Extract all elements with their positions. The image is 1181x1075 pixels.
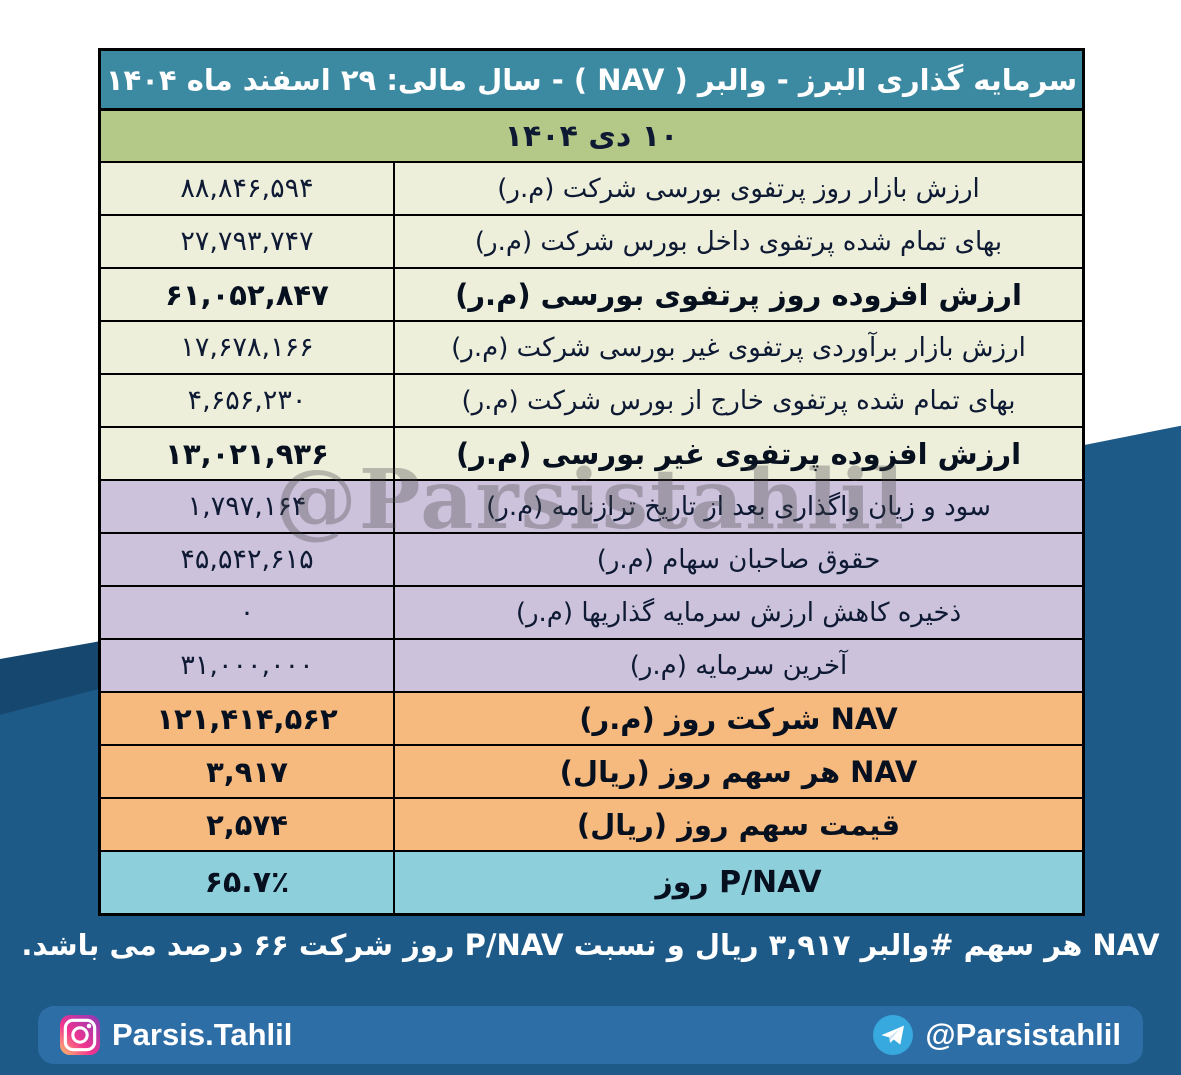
summary-note: NAV هر سهم #والبر ۳,۹۱۷ ریال و نسبت P/NA… [21, 928, 1160, 962]
table-row: ۱۳,۰۲۱,۹۳۶ ارزش افزوده پرتفوی غیر بورسی … [101, 426, 1082, 479]
table-row: ۴,۶۵۶,۲۳۰ بهای تمام شده پرتفوی خارج از ب… [101, 373, 1082, 426]
telegram-icon [873, 1015, 914, 1055]
row-label: ارزش افزوده پرتفوی غیر بورسی (م.ر) [393, 428, 1082, 479]
instagram-handle: Parsis.Tahlil [112, 1017, 293, 1052]
row-value: ۴۵,۵۴۲,۶۱۵ [180, 544, 314, 575]
table-row-share-price: ۲,۵۷۴ قیمت سهم روز (ریال) [101, 797, 1082, 850]
table-row: ۸۸,۸۴۶,۵۹۴ ارزش بازار روز پرتفوی بورسی ش… [101, 161, 1082, 214]
table-row: ۳۱,۰۰۰,۰۰۰ آخرین سرمایه (م.ر) [101, 638, 1082, 691]
row-value: ۶۱,۰۵۲,۸۴۷ [165, 277, 329, 312]
row-value: ۲,۵۷۴ [206, 807, 288, 842]
table-row: ۱,۷۹۷,۱۶۴ سود و زیان واگذاری بعد از تاری… [101, 479, 1082, 532]
row-label: P/NAV روز [393, 852, 1082, 913]
row-value: ۶۵.۷٪ [204, 865, 290, 900]
row-label: ارزش افزوده روز پرتفوی بورسی (م.ر) [393, 269, 1082, 320]
table-row-nav-per-share: ۳,۹۱۷ NAV هر سهم روز (ریال) [101, 744, 1082, 797]
row-value: ۳۱,۰۰۰,۰۰۰ [180, 650, 314, 681]
instagram-icon [60, 1015, 100, 1055]
row-label: آخرین سرمایه (م.ر) [393, 640, 1082, 691]
row-value: ۱۷,۶۷۸,۱۶۶ [180, 332, 314, 363]
row-value: ۱۳,۰۲۱,۹۳۶ [165, 436, 329, 471]
instagram-item: Parsis.Tahlil [60, 1015, 292, 1055]
row-label: ذخیره کاهش ارزش سرمایه گذاریها (م.ر) [393, 587, 1082, 638]
table-row: ۱۷,۶۷۸,۱۶۶ ارزش بازار برآوردی پرتفوی غیر… [101, 320, 1082, 373]
table-row: ۶۱,۰۵۲,۸۴۷ ارزش افزوده روز پرتفوی بورسی … [101, 267, 1082, 320]
report-date: ۱۰ دی ۱۴۰۴ [101, 108, 1082, 161]
row-value: ۱,۷۹۷,۱۶۴ [187, 491, 307, 522]
telegram-handle: @Parsistahlil [925, 1017, 1121, 1052]
table-row-nav-company: ۱۲۱,۴۱۴,۵۶۲ NAV شرکت روز (م.ر) [101, 691, 1082, 744]
row-value: ۴,۶۵۶,۲۳۰ [187, 385, 307, 416]
row-label: حقوق صاحبان سهام (م.ر) [393, 534, 1082, 585]
row-value: ۸۸,۸۴۶,۵۹۴ [180, 173, 314, 204]
row-label: NAV هر سهم روز (ریال) [393, 746, 1082, 797]
row-value: ۱۲۱,۴۱۴,۵۶۲ [156, 701, 338, 736]
table-row: ۰ ذخیره کاهش ارزش سرمایه گذاریها (م.ر) [101, 585, 1082, 638]
telegram-item: @Parsistahlil [873, 1015, 1121, 1055]
row-label: بهای تمام شده پرتفوی داخل بورس شرکت (م.ر… [393, 216, 1082, 267]
row-value: ۳,۹۱۷ [206, 754, 288, 789]
row-label: قیمت سهم روز (ریال) [393, 799, 1082, 850]
row-label: NAV شرکت روز (م.ر) [393, 693, 1082, 744]
table-row: ۲۷,۷۹۳,۷۴۷ بهای تمام شده پرتفوی داخل بور… [101, 214, 1082, 267]
row-label: بهای تمام شده پرتفوی خارج از بورس شرکت (… [393, 375, 1082, 426]
row-label: ارزش بازار برآوردی پرتفوی غیر بورسی شرکت… [393, 322, 1082, 373]
table-row: ۴۵,۵۴۲,۶۱۵ حقوق صاحبان سهام (م.ر) [101, 532, 1082, 585]
table-title: سرمایه گذاری البرز - والبر ( NAV ) - سال… [101, 51, 1082, 108]
nav-table: سرمایه گذاری البرز - والبر ( NAV ) - سال… [98, 48, 1085, 916]
table-row-p-nav: ۶۵.۷٪ P/NAV روز [101, 850, 1082, 913]
social-bar: Parsis.Tahlil @Parsistahlil [38, 1006, 1143, 1064]
row-label: سود و زیان واگذاری بعد از تاریخ ترازنامه… [393, 481, 1082, 532]
row-value: ۲۷,۷۹۳,۷۴۷ [180, 226, 314, 257]
row-label: ارزش بازار روز پرتفوی بورسی شرکت (م.ر) [393, 163, 1082, 214]
row-value: ۰ [239, 597, 255, 628]
